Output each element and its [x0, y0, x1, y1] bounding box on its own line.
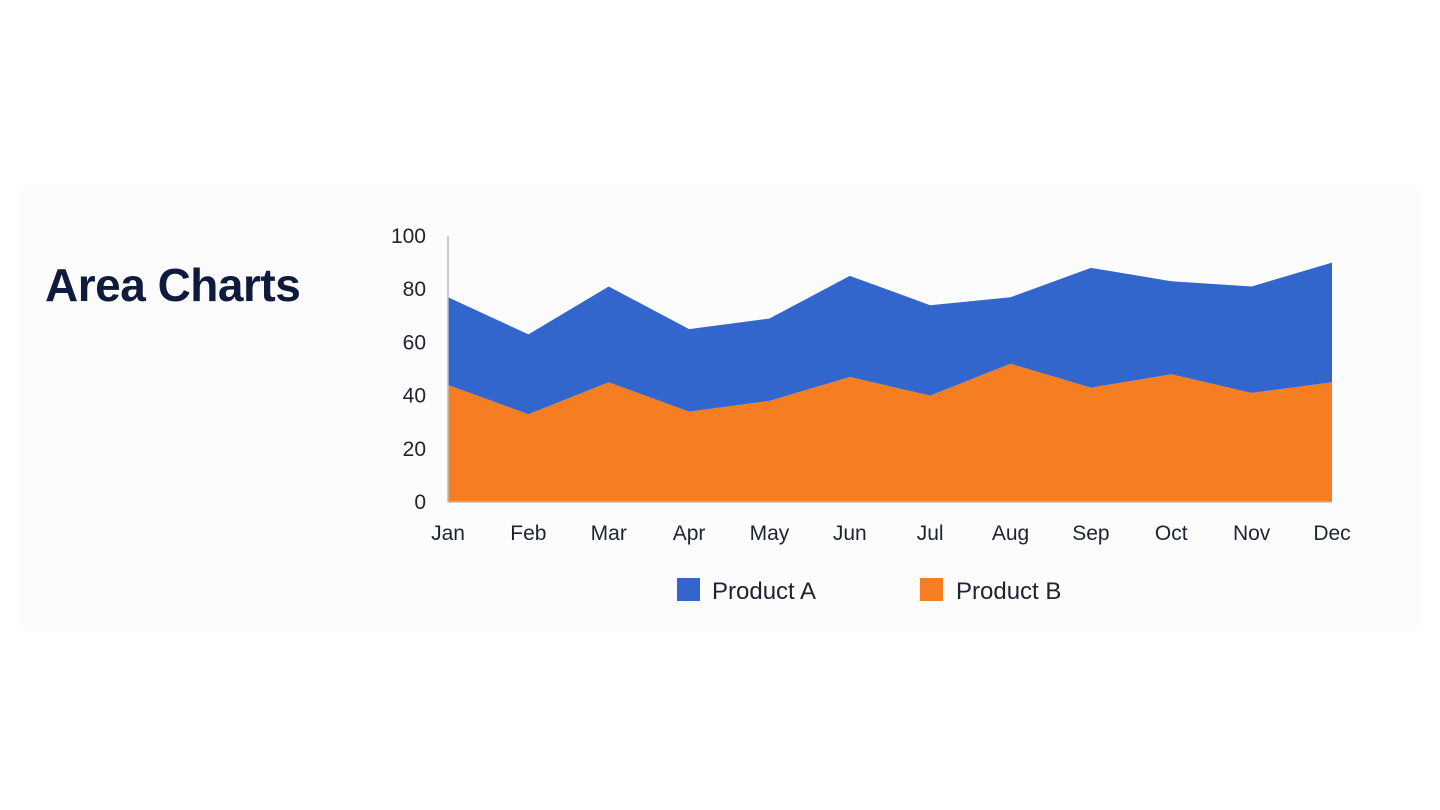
x-tick-label-feb: Feb [510, 522, 546, 545]
x-tick-label-dec: Dec [1313, 522, 1350, 545]
legend-swatch-product-b [920, 578, 943, 601]
x-tick-label-jul: Jul [917, 522, 944, 545]
x-tick-label-oct: Oct [1155, 522, 1188, 545]
y-tick-label-40: 40 [403, 385, 426, 408]
x-tick-label-sep: Sep [1072, 522, 1109, 545]
y-tick-label-0: 0 [414, 491, 426, 514]
x-tick-label-jun: Jun [833, 522, 867, 545]
page-title: Area Charts [45, 259, 301, 311]
area-product-b [448, 363, 1332, 502]
legend-swatch-product-a [677, 578, 700, 601]
area-product-a [448, 262, 1332, 415]
y-tick-label-80: 80 [403, 278, 426, 301]
x-tick-label-apr: Apr [673, 522, 706, 545]
y-tick-label-20: 20 [403, 438, 426, 461]
x-tick-label-may: May [750, 522, 790, 545]
x-tick-label-mar: Mar [591, 522, 627, 545]
x-tick-label-nov: Nov [1233, 522, 1271, 545]
legend-label-product-a: Product A [712, 578, 816, 605]
x-tick-label-jan: Jan [431, 522, 465, 545]
y-tick-label-60: 60 [403, 331, 426, 354]
legend-label-product-b: Product B [956, 578, 1061, 605]
x-tick-label-aug: Aug [992, 522, 1029, 545]
y-tick-label-100: 100 [391, 225, 426, 248]
